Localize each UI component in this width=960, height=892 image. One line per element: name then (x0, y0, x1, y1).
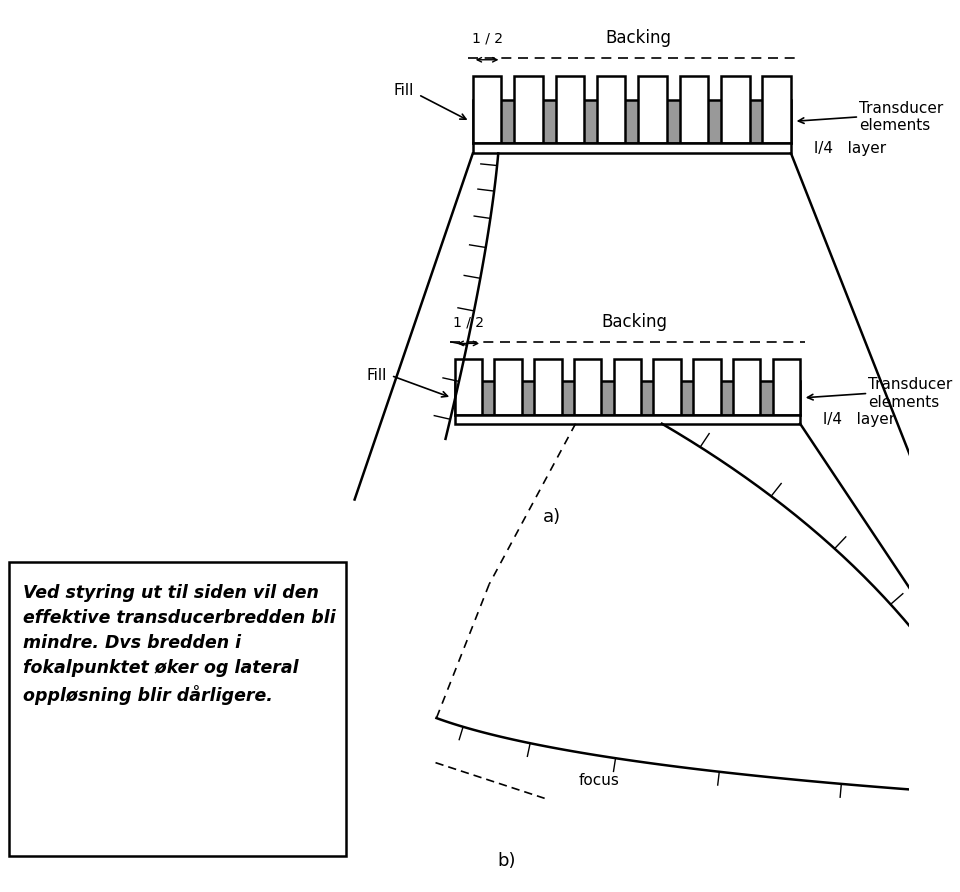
Bar (472, 100, 791, 143)
Bar (597, 76, 626, 143)
Bar (494, 359, 522, 415)
Bar (9, 562, 346, 856)
Text: 1 / 2: 1 / 2 (471, 31, 503, 45)
Bar (762, 76, 791, 143)
Text: Transducer
elements: Transducer elements (868, 377, 952, 409)
Bar (693, 359, 721, 415)
Text: l/4   layer: l/4 layer (814, 141, 886, 155)
Bar (773, 359, 800, 415)
Bar (455, 381, 800, 415)
Bar (455, 359, 482, 415)
Text: a): a) (543, 508, 562, 526)
Bar (515, 76, 542, 143)
Text: 1 / 2: 1 / 2 (453, 315, 484, 329)
Text: Ved styring ut til siden vil den
effektive transducerbredden bli
mindre. Dvs bre: Ved styring ut til siden vil den effekti… (23, 584, 335, 706)
Bar (574, 359, 601, 415)
Text: Transducer
elements: Transducer elements (859, 101, 944, 133)
Bar (680, 76, 708, 143)
Bar (654, 359, 681, 415)
Bar (721, 76, 750, 143)
Text: focus: focus (579, 773, 619, 788)
Text: b): b) (497, 852, 516, 870)
Bar (732, 359, 760, 415)
Text: l/4   layer: l/4 layer (823, 412, 895, 426)
Bar (613, 359, 641, 415)
Bar (455, 415, 800, 424)
Text: Fill: Fill (366, 368, 387, 383)
Text: Backing: Backing (601, 313, 667, 331)
Text: Fill: Fill (394, 83, 414, 97)
Bar (534, 359, 562, 415)
Text: Backing: Backing (605, 29, 671, 47)
Bar (638, 76, 667, 143)
Bar (472, 76, 501, 143)
Bar (556, 76, 584, 143)
Bar (472, 143, 791, 153)
